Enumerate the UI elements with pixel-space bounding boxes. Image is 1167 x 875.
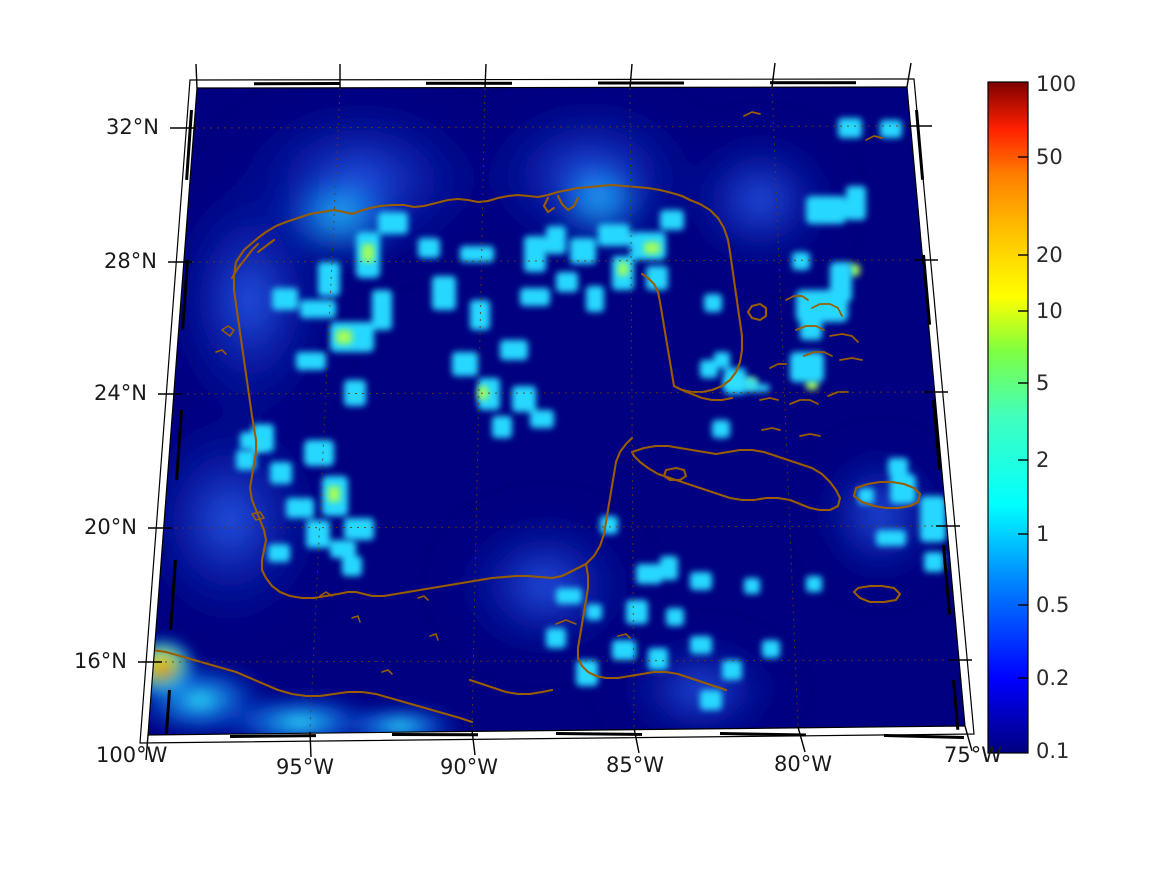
lon-tick-label-75w: 75°W xyxy=(944,743,1002,767)
lon-tick-label-95w: 95°W xyxy=(276,755,334,779)
lon-tick-label-90w: 90°W xyxy=(440,755,498,779)
platform-clusters-campeche xyxy=(236,424,362,576)
colorbar-label-20: 20 xyxy=(1036,243,1063,267)
platform-clusters-north xyxy=(240,210,684,540)
lat-tick-label-24n: 24°N xyxy=(94,381,147,405)
colorbar-label-0.1: 0.1 xyxy=(1036,739,1070,763)
lon-tick-label-80w: 80°W xyxy=(774,752,832,776)
colorbar-label-10: 10 xyxy=(1036,299,1063,323)
colorbar-label-1: 1 xyxy=(1036,522,1050,546)
lat-tick-label-28n: 28°N xyxy=(104,249,157,273)
diffuse-plumes xyxy=(148,87,955,735)
coastline-layer xyxy=(150,111,965,724)
colorbar-label-50: 50 xyxy=(1036,145,1063,169)
colorbar-label-5: 5 xyxy=(1036,371,1050,395)
colorbar[interactable] xyxy=(987,81,1029,754)
map-frame xyxy=(138,62,975,761)
lat-tick-label-32n: 32°N xyxy=(106,115,159,139)
platform-clusters-atlantic xyxy=(700,118,946,572)
colorbar-ticks xyxy=(1018,156,1028,679)
colorbar-label-100: 100 xyxy=(1036,72,1077,96)
lon-tick-label-100w: 100°W xyxy=(96,743,168,767)
keys-bright-line xyxy=(724,378,770,392)
colorbar-label-2: 2 xyxy=(1036,448,1050,472)
lon-tick-label-85w: 85°W xyxy=(606,753,664,777)
lat-tick-label-20n: 20°N xyxy=(84,515,137,539)
colorbar-gradient xyxy=(987,81,1029,754)
colorbar-label-0.5: 0.5 xyxy=(1036,593,1070,617)
lat-tick-label-16n: 16°N xyxy=(74,649,127,673)
colorbar-label-0.2: 0.2 xyxy=(1036,666,1070,690)
data-raster-layer xyxy=(148,87,965,735)
hotspot-southwest xyxy=(148,634,470,735)
